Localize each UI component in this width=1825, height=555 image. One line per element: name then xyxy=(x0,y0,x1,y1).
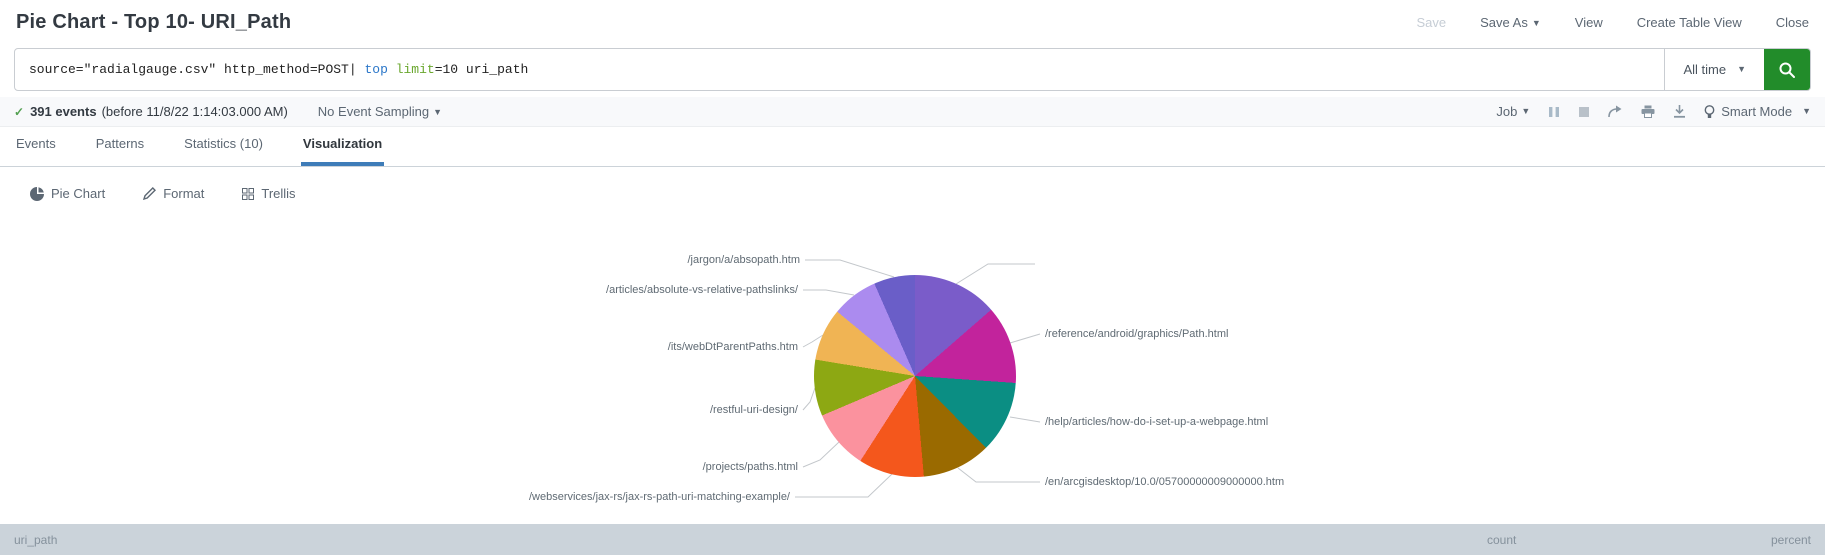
lightbulb-icon xyxy=(1704,104,1715,118)
header-actions: Save Save As ▼ View Create Table View Clo… xyxy=(1417,15,1810,30)
export-button[interactable] xyxy=(1673,105,1686,118)
column-count[interactable]: count xyxy=(1487,532,1517,547)
search-input[interactable]: source="radialgauge.csv" http_method=POS… xyxy=(15,49,1664,90)
event-sampling-dropdown[interactable]: No Event Sampling ▼ xyxy=(317,104,442,119)
save-button[interactable]: Save xyxy=(1416,15,1447,30)
tab-patterns[interactable]: Patterns xyxy=(95,136,145,151)
page-title: Pie Chart - Top 10- URI_Path xyxy=(16,11,292,33)
search-icon xyxy=(1779,62,1795,78)
stop-button[interactable] xyxy=(1578,106,1590,118)
job-status-row: ✓ 391 events (before 11/8/22 1:14:03.000… xyxy=(0,97,1825,127)
pencil-icon xyxy=(143,187,157,200)
pie-slice-label[interactable]: /restful-uri-design/ xyxy=(709,404,798,416)
format-button[interactable]: Format xyxy=(143,186,204,201)
search-button[interactable] xyxy=(1764,49,1810,90)
chevron-down-icon: ▼ xyxy=(433,107,442,117)
page-header: Pie Chart - Top 10- URI_Path Save Save A… xyxy=(0,0,1825,45)
chevron-down-icon: ▼ xyxy=(1802,105,1811,116)
view-button[interactable]: View xyxy=(1574,15,1603,30)
print-button[interactable] xyxy=(1641,105,1655,118)
tab-visualization[interactable]: Visualization xyxy=(300,126,385,166)
pie-chart-panel: /reference/android/graphics/Path.html /h… xyxy=(0,220,1825,524)
tab-events[interactable]: Events xyxy=(16,136,56,151)
share-icon xyxy=(1608,105,1622,118)
query-tail: =10 uri_path xyxy=(434,62,529,77)
pie-slice-label[interactable]: /projects/paths.html xyxy=(702,461,798,473)
pie-slice-label[interactable]: /its/webDtParentPaths.htm xyxy=(667,341,798,353)
query-text: source="radialgauge.csv" http_method=POS… xyxy=(29,62,365,77)
pie-slice-label[interactable]: /jargon/a/absopath.htm xyxy=(687,254,800,266)
pie-slice-label[interactable]: /reference/android/graphics/Path.html xyxy=(1045,328,1229,340)
event-count-detail: (before 11/8/22 1:14:03.000 AM) xyxy=(101,104,288,119)
pie-chart[interactable] xyxy=(814,275,1016,477)
visualization-toolbar: Pie Chart Format Trellis xyxy=(0,167,1825,220)
chevron-down-icon: ▼ xyxy=(1521,105,1531,116)
time-range-picker[interactable]: All time ▼ xyxy=(1664,49,1764,90)
results-table-header: uri_path count percent xyxy=(0,524,1825,555)
checkmark-icon: ✓ xyxy=(14,104,25,119)
job-dropdown[interactable]: Job ▼ xyxy=(1496,104,1531,119)
smart-mode-dropdown[interactable]: Smart Mode ▼ xyxy=(1704,104,1811,119)
pause-icon xyxy=(1549,106,1560,117)
search-bar-row: source="radialgauge.csv" http_method=POS… xyxy=(0,45,1825,97)
close-button[interactable]: Close xyxy=(1775,15,1809,30)
create-table-view-button[interactable]: Create Table View xyxy=(1636,15,1742,30)
time-range-label: All time xyxy=(1683,62,1727,77)
pie-slice-label[interactable]: /en/arcgisdesktop/10.0/05700000009000000… xyxy=(1045,476,1285,488)
print-icon xyxy=(1641,105,1655,118)
query-command-token: top xyxy=(364,62,388,77)
save-as-button[interactable]: Save As ▼ xyxy=(1480,15,1541,30)
tab-statistics[interactable]: Statistics (10) xyxy=(184,136,263,151)
chevron-down-icon: ▼ xyxy=(1531,18,1541,28)
column-percent[interactable]: percent xyxy=(1770,532,1811,547)
pie-slice-label[interactable]: /articles/absolute-vs-relative-pathslink… xyxy=(606,284,798,296)
leader-lines xyxy=(795,259,1041,498)
grid-icon xyxy=(242,187,255,200)
pause-button[interactable] xyxy=(1548,106,1560,118)
job-controls: Job ▼ xyxy=(1496,104,1811,119)
results-tabs: Events Patterns Statistics (10) Visualiz… xyxy=(0,127,1825,167)
stop-icon xyxy=(1579,106,1590,117)
event-count: 391 events xyxy=(30,104,97,119)
chevron-down-icon: ▼ xyxy=(1737,63,1746,74)
share-button[interactable] xyxy=(1608,105,1623,118)
search-box: source="radialgauge.csv" http_method=POS… xyxy=(14,48,1811,91)
pie-chart-icon xyxy=(30,186,44,201)
download-icon xyxy=(1674,105,1686,118)
chart-type-picker[interactable]: Pie Chart xyxy=(30,186,105,201)
query-argument-token: limit xyxy=(395,62,435,77)
pie-slice-label[interactable]: /help/articles/how-do-i-set-up-a-webpage… xyxy=(1045,416,1269,428)
column-uri-path[interactable]: uri_path xyxy=(14,532,58,547)
trellis-button[interactable]: Trellis xyxy=(242,186,296,201)
pie-slice-label[interactable]: /webservices/jax-rs/jax-rs-path-uri-matc… xyxy=(528,491,790,503)
